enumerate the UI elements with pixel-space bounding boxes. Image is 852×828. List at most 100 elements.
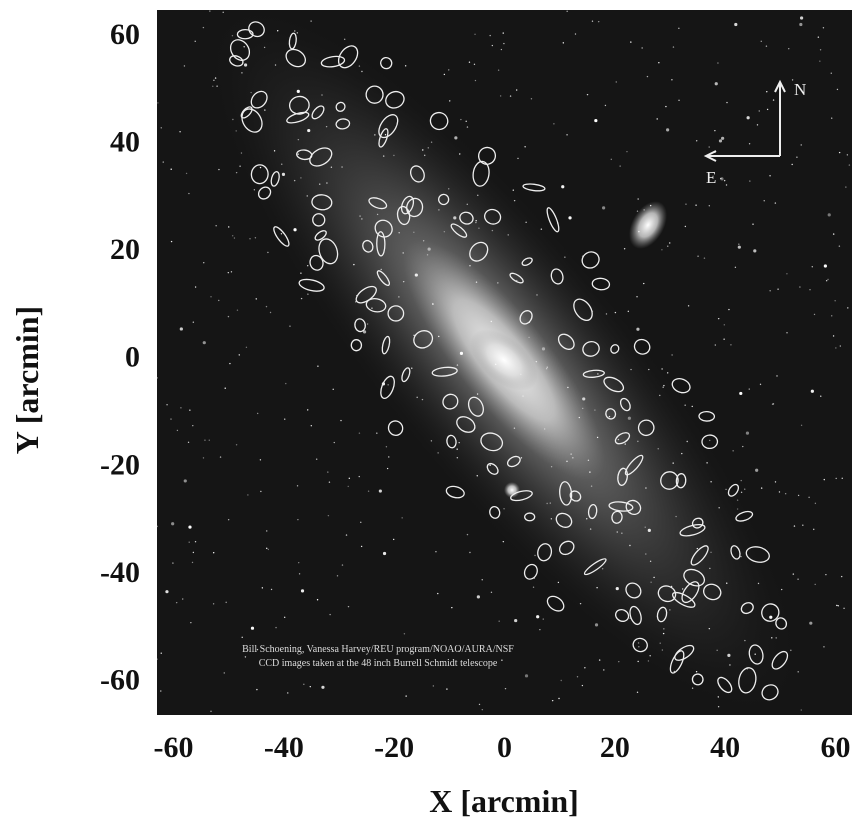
- star: [502, 540, 505, 543]
- credit: CCD images taken at the 48 inch Burrell …: [259, 658, 498, 669]
- star: [449, 100, 451, 102]
- star: [481, 579, 483, 581]
- star: [669, 609, 671, 611]
- star: [637, 440, 639, 443]
- star: [645, 487, 647, 489]
- star: [297, 138, 300, 141]
- contour: [775, 617, 788, 630]
- star: [219, 456, 222, 458]
- star: [636, 327, 640, 331]
- star: [813, 313, 816, 316]
- star: [822, 27, 825, 29]
- contour: [456, 416, 476, 433]
- star: [759, 383, 762, 386]
- contour: [400, 195, 415, 215]
- star: [289, 325, 291, 327]
- star: [649, 560, 652, 562]
- contour: [698, 410, 716, 422]
- contour: [546, 595, 565, 612]
- contour: [537, 543, 553, 562]
- star: [170, 168, 172, 170]
- star: [681, 588, 684, 590]
- star: [678, 27, 680, 30]
- star: [267, 251, 269, 254]
- star: [231, 35, 234, 37]
- star: [718, 139, 723, 143]
- star: [601, 568, 604, 570]
- contour: [521, 257, 533, 266]
- star: [714, 129, 716, 132]
- contour: [683, 568, 706, 587]
- star: [422, 240, 425, 242]
- star: [432, 685, 435, 687]
- x-tick-label: 40: [710, 731, 740, 764]
- contour: [229, 39, 251, 61]
- contour: [510, 490, 533, 502]
- star: [171, 522, 175, 526]
- star: [307, 409, 309, 411]
- star: [709, 567, 711, 570]
- star: [424, 154, 426, 157]
- star: [566, 460, 568, 463]
- contour: [486, 462, 499, 475]
- star: [658, 61, 660, 64]
- star: [416, 396, 418, 399]
- star: [736, 499, 739, 501]
- star: [553, 123, 555, 125]
- star: [309, 685, 311, 688]
- star: [204, 439, 206, 441]
- star: [760, 487, 763, 489]
- star: [387, 384, 389, 386]
- contour: [431, 366, 458, 377]
- star: [669, 242, 671, 244]
- star: [621, 532, 623, 534]
- star: [360, 521, 362, 524]
- contour: [270, 171, 280, 187]
- star: [188, 525, 192, 529]
- star: [793, 525, 796, 527]
- star: [597, 373, 599, 375]
- star: [605, 313, 608, 315]
- star: [832, 335, 835, 337]
- star: [823, 264, 827, 268]
- star: [534, 554, 536, 557]
- star: [303, 683, 305, 685]
- star: [300, 177, 302, 179]
- contour: [610, 344, 620, 354]
- star: [546, 502, 548, 505]
- star: [661, 368, 663, 370]
- star: [830, 72, 832, 74]
- contour: [445, 485, 465, 499]
- star: [641, 47, 643, 49]
- star: [371, 307, 373, 309]
- star: [475, 221, 477, 224]
- star: [582, 407, 584, 410]
- star: [836, 604, 838, 607]
- contour: [469, 241, 489, 262]
- star: [235, 444, 238, 446]
- star: [430, 141, 433, 143]
- star: [266, 547, 268, 550]
- star: [825, 573, 827, 576]
- star: [730, 344, 732, 346]
- star: [800, 424, 803, 427]
- contour: [446, 434, 457, 449]
- star: [814, 583, 816, 586]
- star: [769, 175, 771, 177]
- star: [740, 491, 743, 493]
- contour: [615, 609, 630, 622]
- star: [666, 372, 669, 374]
- star: [623, 248, 626, 250]
- star: [443, 230, 446, 233]
- star: [687, 305, 690, 307]
- star: [244, 656, 247, 658]
- y-tick-label: -60: [100, 664, 140, 697]
- contour: [250, 164, 269, 185]
- star: [384, 134, 387, 136]
- star: [502, 32, 504, 34]
- star: [165, 590, 169, 594]
- star: [809, 621, 813, 625]
- star: [329, 613, 331, 616]
- star: [183, 479, 187, 483]
- contour: [617, 467, 629, 486]
